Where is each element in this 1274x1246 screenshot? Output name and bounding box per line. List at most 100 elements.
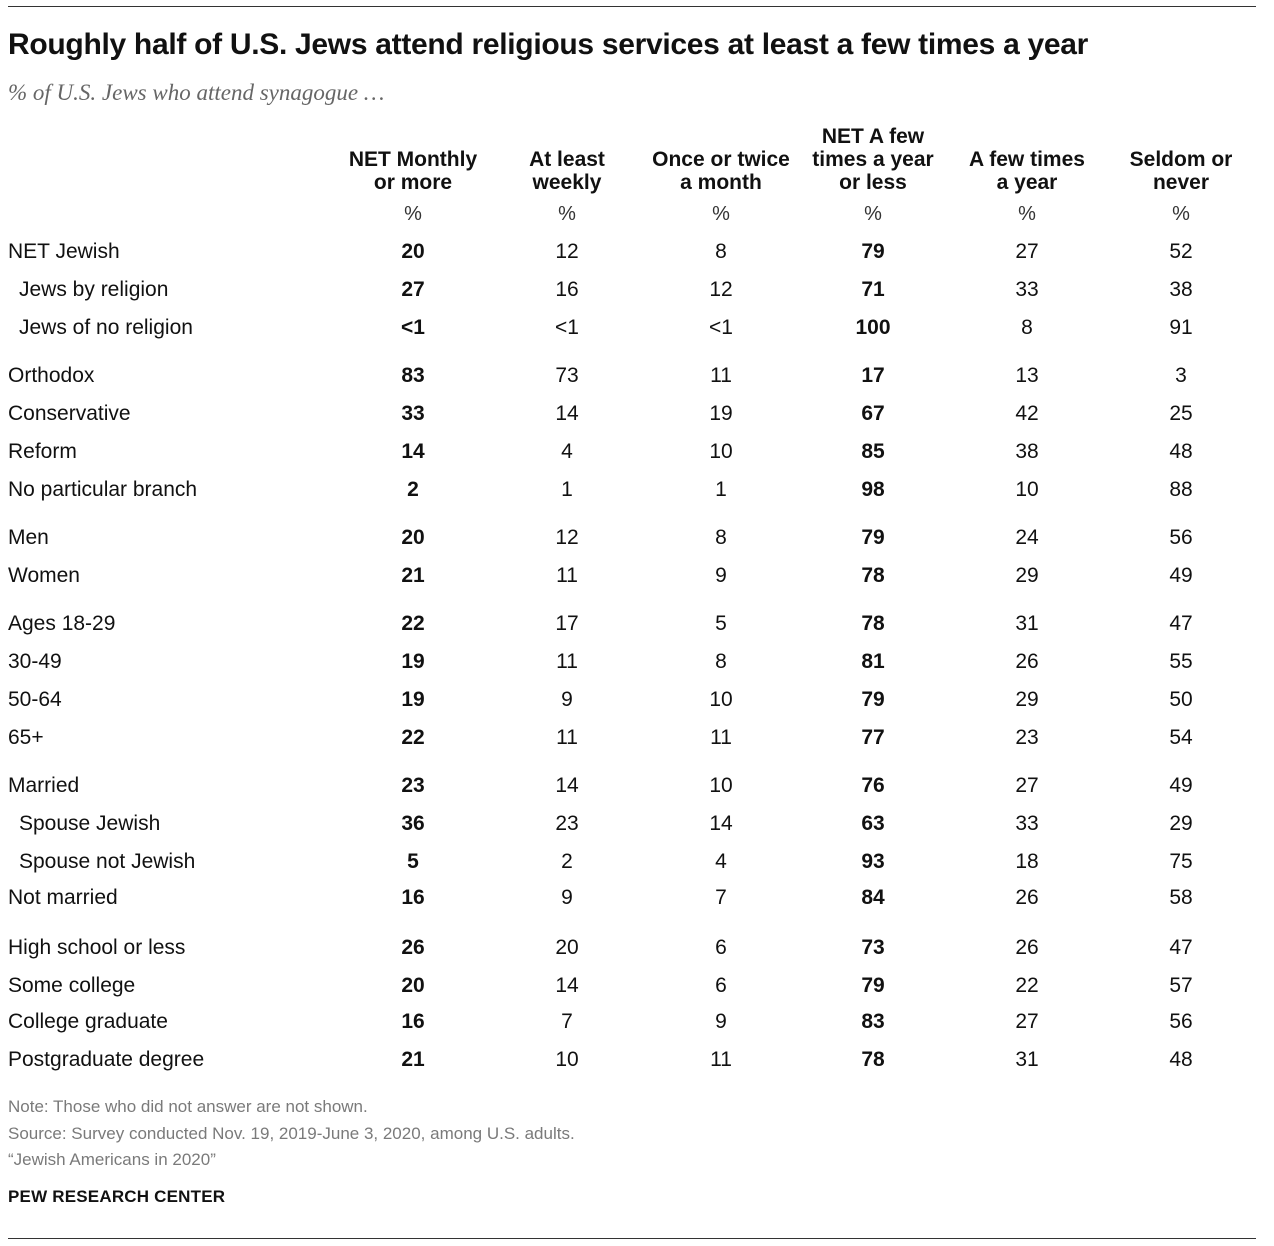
table-cell: 31 [1015,1048,1039,1071]
table-cell: 47 [1169,612,1193,635]
table-cell: 13 [1015,364,1039,387]
row-label: 30-49 [8,650,62,673]
table-cell: 27 [1015,774,1039,797]
table-cell: 14 [555,774,579,797]
row-label: Women [8,564,80,587]
table-cell: 36 [401,812,425,835]
table-cell: 16 [401,886,425,909]
table-cell: 85 [861,440,885,463]
column-header-3: Once or twice a month [641,148,801,194]
table-cell: 33 [401,402,425,425]
row-label: NET Jewish [8,240,120,263]
table-cell: 3 [1175,364,1187,387]
column-unit: % [558,203,576,225]
table-cell: 10 [709,688,733,711]
row-label: Spouse not Jewish [19,850,196,873]
table-cell: 19 [401,688,425,711]
table-cell: 2 [407,478,419,501]
table-cell: 18 [1015,850,1039,873]
table-cell: 29 [1015,564,1039,587]
column-header-line: NET A few [821,125,925,148]
table-cell: 9 [561,886,573,909]
column-header-6: Seldom or never [1101,148,1261,194]
table-cell: 4 [561,440,573,463]
column-header-line: a year [996,171,1058,194]
table-cell: 14 [709,812,733,835]
table-cell: 78 [861,1048,885,1071]
table-cell: 54 [1169,726,1193,749]
chart-subtitle: % of U.S. Jews who attend synagogue … [8,80,385,105]
column-unit: % [404,203,422,225]
table-cell: 4 [715,850,727,873]
table-cell: 58 [1169,886,1193,909]
table-cell: 48 [1169,440,1193,463]
table-cell: 33 [1015,278,1039,301]
table-cell: 100 [855,316,891,339]
table-cell: 9 [715,1010,727,1033]
column-header-line: A few times [969,148,1085,171]
row-label: Reform [8,440,77,463]
table-cell: 23 [401,774,425,797]
table-cell: 63 [861,812,885,835]
row-label: Jews of no religion [19,316,193,339]
table-cell: 1 [561,478,573,501]
table-cell: 27 [1015,1010,1039,1033]
note-text: Note: Those who did not answer are not s… [8,1097,368,1116]
table-cell: 81 [861,650,885,673]
table-cell: 75 [1169,850,1193,873]
table-cell: 19 [709,402,733,425]
table-cell: 77 [861,726,885,749]
table-cell: 26 [1015,650,1039,673]
table-cell: 78 [861,612,885,635]
table-cell: 50 [1169,688,1193,711]
table-cell: 16 [555,278,579,301]
table-cell: 8 [715,650,727,673]
column-header-5: A few times a year [947,148,1107,194]
table-cell: 98 [861,478,885,501]
row-label: Spouse Jewish [19,812,161,835]
table-cell: 5 [407,850,419,873]
table-cell: 22 [401,726,425,749]
row-label: Jews by religion [19,278,169,301]
table-cell: 14 [555,402,579,425]
table-cell: 27 [401,278,425,301]
column-unit: % [1172,203,1190,225]
table-cell: 20 [401,974,425,997]
table-cell: 7 [561,1010,573,1033]
row-label: No particular branch [8,478,198,501]
table-cell: 67 [861,402,885,425]
table-cell: 73 [555,364,579,387]
chart-title: Roughly half of U.S. Jews attend religio… [8,28,1089,61]
table-cell: 2 [561,850,573,873]
table-cell: 22 [1015,974,1039,997]
table-cell: 71 [861,278,885,301]
table-cell: 31 [1015,612,1039,635]
column-unit: % [864,203,882,225]
table-cell: 91 [1169,316,1193,339]
table-cell: 11 [710,1048,732,1071]
column-header-line: or more [373,171,453,194]
table-cell: 24 [1015,526,1039,549]
table-cell: 88 [1169,478,1193,501]
table-cell: 8 [715,526,727,549]
report-text: “Jewish Americans in 2020” [8,1150,216,1169]
table-cell: 25 [1169,402,1193,425]
table-cell: 6 [715,974,727,997]
table-cell: 52 [1169,240,1193,263]
table-cell: 79 [861,240,885,263]
table-cell: 57 [1169,974,1193,997]
table-cell: 56 [1169,1010,1193,1033]
column-header-2: At least weekly [487,148,647,194]
table-cell: 12 [555,240,579,263]
top-rule [8,6,1256,7]
table-cell: 56 [1169,526,1193,549]
table-cell: 20 [401,240,425,263]
table-cell: 76 [861,774,885,797]
row-label: Postgraduate degree [8,1048,205,1071]
row-label: Ages 18-29 [8,612,116,635]
table-cell: 42 [1015,402,1039,425]
table-cell: <1 [555,316,579,339]
table-cell: 29 [1169,812,1193,835]
table-cell: 14 [555,974,579,997]
column-unit: % [712,203,730,225]
